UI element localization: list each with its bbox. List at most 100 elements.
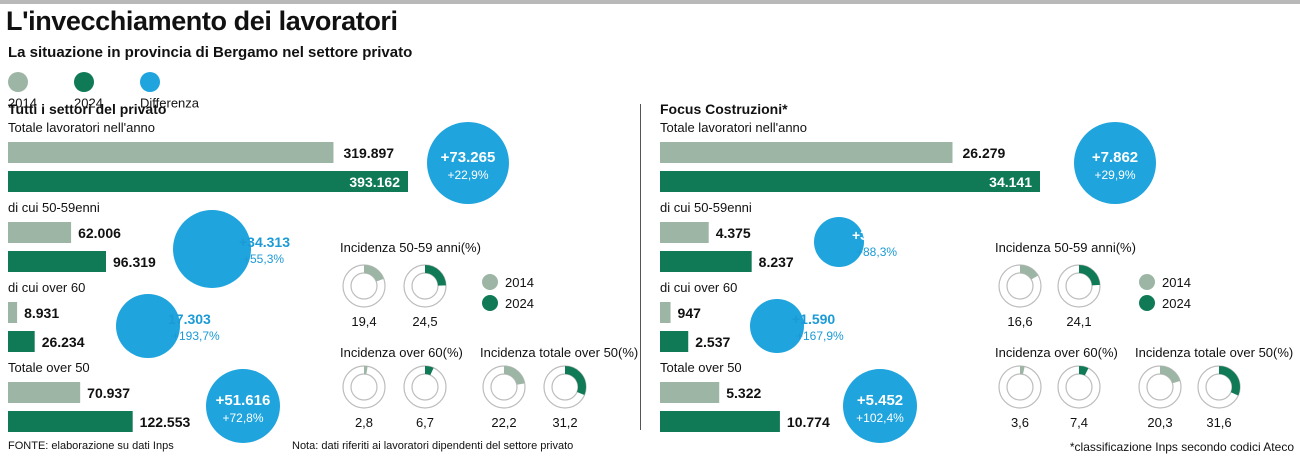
top-rule <box>0 0 1300 4</box>
donut-legend-label-2014: 2014 <box>1162 275 1191 290</box>
bar-2024 <box>660 171 1040 192</box>
bar-value-2024: 393.162 <box>349 174 400 190</box>
bar-value-2024: 8.237 <box>759 254 794 270</box>
diff-bubble <box>1074 122 1156 204</box>
donut-segment <box>343 265 385 307</box>
donut-segment <box>999 366 1041 408</box>
legend-label-2024: 2024 <box>74 95 103 111</box>
donut-value-label: 20,3 <box>1147 415 1172 430</box>
donut-legend-label-2014: 2014 <box>505 275 534 290</box>
donut-group-title: Incidenza over 60(%) <box>340 345 463 360</box>
bar-value-2014: 5.322 <box>726 385 761 401</box>
footer-classification: *classificazione Inps secondo codici Ate… <box>1069 440 1294 454</box>
bar-2014 <box>660 302 671 323</box>
donut-segment <box>1139 366 1181 408</box>
diff-percent: +55,3% <box>243 252 284 266</box>
diff-percent: +102,4% <box>856 411 904 425</box>
donut-value-label: 3,6 <box>1011 415 1029 430</box>
donut-inner-ring <box>411 272 439 300</box>
donut-value-label: 6,7 <box>416 415 434 430</box>
diff-value: +3.862 <box>852 227 895 243</box>
donut-inner-ring <box>1146 373 1174 401</box>
bar-value-2024: 96.319 <box>113 254 156 270</box>
donut-legend-label-2024: 2024 <box>505 296 534 311</box>
donut-value-label: 22,2 <box>491 415 516 430</box>
donut-value-label: 7,4 <box>1070 415 1088 430</box>
group-label: Totale over 50 <box>660 360 742 375</box>
donut-segment <box>343 366 385 408</box>
legend-item-differenza: Differenza <box>140 70 199 111</box>
bar-2014 <box>8 382 81 403</box>
bar-value-2014: 26.279 <box>962 145 1005 161</box>
diff-percent: +193,7% <box>172 329 220 343</box>
bar-value-2014: 4.375 <box>716 225 751 241</box>
donut-segment <box>404 265 446 307</box>
bar-2024 <box>660 251 752 272</box>
donut-value-label: 16,6 <box>1007 314 1032 329</box>
panel-title: Focus Costruzioni* <box>660 101 788 117</box>
page-title: L'invecchiamento dei lavoratori <box>6 6 398 36</box>
bar-value-2014: 62.006 <box>78 225 121 241</box>
donut-inner-ring <box>1006 272 1034 300</box>
donut-inner-ring <box>350 272 378 300</box>
legend-label-2014: 2014 <box>8 95 37 111</box>
group-label: di cui 50-59enni <box>660 200 752 215</box>
bar-value-2014: 8.931 <box>24 305 59 321</box>
group-label: di cui over 60 <box>8 280 85 295</box>
diff-percent: +88,3% <box>856 245 897 259</box>
donut-value-label: 2,8 <box>355 415 373 430</box>
donut-segment <box>404 366 446 408</box>
diff-value: +73.265 <box>441 149 496 166</box>
legend-item-2024: 2024 <box>74 70 103 111</box>
diff-bubble <box>173 210 251 288</box>
donut-inner-ring <box>1065 373 1093 401</box>
bar-value-2024: 2.537 <box>695 334 730 350</box>
donut-value-label: 31,2 <box>552 415 577 430</box>
legend-swatch-2014 <box>8 71 28 92</box>
donut-group-title: Incidenza over 60(%) <box>995 345 1118 360</box>
legend-swatch-differenza <box>140 71 160 92</box>
donut-inner-ring <box>411 373 439 401</box>
bar-2024 <box>8 251 106 272</box>
diff-percent: +72,8% <box>222 411 263 425</box>
donut-group-title: Incidenza 50-59 anni(%) <box>995 240 1136 255</box>
group-label: Totale lavoratori nell'anno <box>660 120 807 135</box>
bar-value-2024: 34.141 <box>989 174 1032 190</box>
donut-legend-swatch-2024 <box>482 295 498 311</box>
donut-inner-ring <box>350 373 378 401</box>
bar-2024 <box>8 411 133 432</box>
bar-value-2024: 122.553 <box>140 414 191 430</box>
bar-value-2024: 10.774 <box>787 414 830 430</box>
bar-2014 <box>8 222 72 243</box>
group-label: di cui over 60 <box>660 280 737 295</box>
bar-2024 <box>8 331 35 352</box>
footer-source: FONTE: elaborazione su dati Inps <box>8 440 174 452</box>
bar-2024 <box>660 331 689 352</box>
panel-divider <box>640 104 641 430</box>
legend-swatch-2024 <box>74 71 94 92</box>
donut-value-label: 31,6 <box>1206 415 1231 430</box>
donut-inner-ring <box>1205 373 1233 401</box>
donut-segment <box>483 366 525 408</box>
donut-group-title: Incidenza totale over 50(%) <box>480 345 638 360</box>
diff-value: +7.862 <box>1092 149 1138 166</box>
donut-value-label: 24,5 <box>412 314 437 329</box>
legend-label-differenza: Differenza <box>140 95 200 111</box>
diff-bubble <box>427 122 509 204</box>
diff-value: +34.313 <box>239 234 290 250</box>
bar-2024 <box>660 411 780 432</box>
bar-2014 <box>660 222 709 243</box>
diff-bubble <box>750 299 804 353</box>
diff-value: +5.452 <box>857 392 903 409</box>
diff-bubble <box>814 217 864 267</box>
bar-value-2014: 70.937 <box>87 385 130 401</box>
bar-2014 <box>660 142 953 163</box>
bar-2014 <box>8 142 334 163</box>
panel-title: Tutti i settori del privato <box>8 101 166 117</box>
donut-segment <box>544 366 586 408</box>
group-label: di cui 50-59enni <box>8 200 100 215</box>
diff-percent: +167,9% <box>796 329 844 343</box>
donut-legend-swatch-2014 <box>482 274 498 290</box>
bar-value-2024: 26.234 <box>42 334 85 350</box>
donut-inner-ring <box>490 373 518 401</box>
